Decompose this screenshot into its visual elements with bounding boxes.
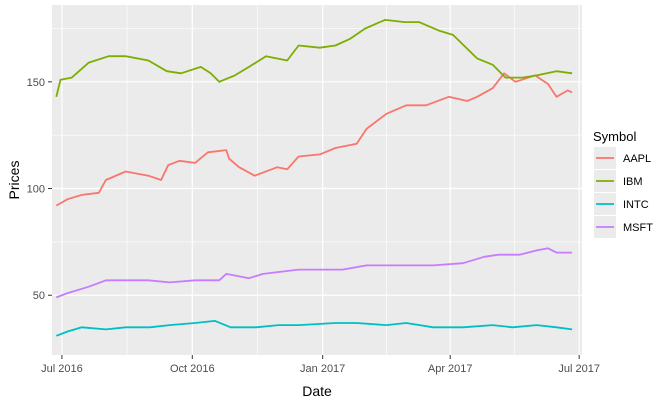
legend: Symbol AAPL IBM INTC MSFT [593,129,653,238]
series-line-msft [55,247,573,299]
x-tick-label: Oct 2016 [170,363,215,375]
x-axis: Jul 2016 Oct 2016 Jan 2017 Apr 2017 Jul 2017 [41,355,600,375]
grid [52,5,582,355]
y-axis-title: Prices [6,161,22,200]
x-tick-label: Apr 2017 [428,363,473,375]
series-line-intc [55,320,573,337]
series-lines [55,19,573,337]
y-axis: 50 100 150 [27,77,52,302]
x-tick-label: Jan 2017 [300,363,345,375]
legend-label-msft: MSFT [623,222,653,234]
x-axis-title: Date [302,383,332,399]
y-tick-label: 50 [33,290,45,302]
y-tick-label: 150 [27,77,45,89]
x-tick-label: Jul 2016 [41,363,83,375]
series-line-ibm [55,19,573,98]
series-line-aapl [55,72,573,207]
legend-label-ibm: IBM [623,176,643,188]
legend-label-intc: INTC [623,199,649,211]
y-tick-label: 100 [27,184,45,196]
x-tick-label: Jul 2017 [558,363,600,375]
legend-label-aapl: AAPL [623,153,651,165]
legend-title: Symbol [593,129,636,144]
plot-panel [52,5,582,355]
